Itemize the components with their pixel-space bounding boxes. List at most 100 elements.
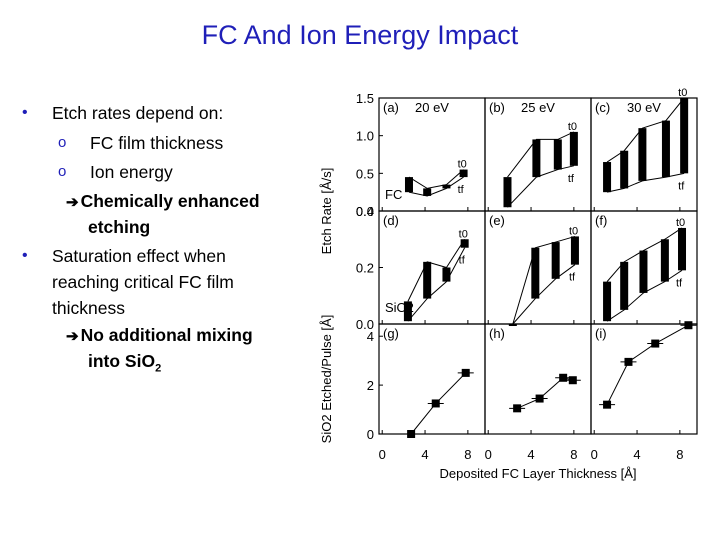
- x-tick-label: 4: [421, 447, 428, 462]
- data-point: [568, 376, 577, 385]
- tf-label: tf: [678, 180, 685, 192]
- data-point: [603, 400, 612, 409]
- result-text: Chemically enhanced: [80, 191, 260, 211]
- data-point: [559, 373, 568, 382]
- x-tick-label: 0: [591, 447, 598, 462]
- range-bar: [503, 177, 512, 208]
- t0-series-line: [512, 235, 576, 325]
- bullet-text: Saturation effect when: [52, 246, 226, 266]
- t0-label: t0: [676, 217, 685, 229]
- bullet-text-continued: reaching critical FC film: [52, 272, 234, 292]
- x-tick-label: 8: [676, 447, 683, 462]
- slide-title: FC And Ion Energy Impact: [201, 20, 519, 50]
- range-bar: [403, 301, 412, 322]
- t0-series-line: [606, 97, 685, 163]
- y-tick-label: 4: [367, 329, 374, 344]
- result-text: into SiO: [88, 351, 156, 371]
- bullet-text-continued: thickness: [52, 298, 125, 318]
- bullet-text: Etch rates depend on:: [52, 103, 224, 123]
- panel-label: (i): [595, 326, 607, 341]
- data-point: [431, 399, 440, 408]
- range-bar: [442, 184, 451, 189]
- range-bar: [620, 261, 629, 310]
- panel-label: (h): [489, 326, 505, 341]
- y-tick-label: 1.0: [356, 129, 374, 144]
- range-bar: [460, 239, 469, 248]
- y-tick-label: 0.2: [356, 261, 374, 276]
- range-bar: [532, 139, 541, 178]
- panel-frame: [590, 323, 698, 435]
- range-bar: [459, 169, 468, 178]
- x-tick-label: 8: [570, 447, 577, 462]
- panel-label: (e): [489, 213, 505, 228]
- tf-series-line: [507, 165, 574, 208]
- range-bar: [570, 236, 579, 265]
- series-line: [606, 324, 689, 405]
- panel-label: (b): [489, 100, 505, 115]
- range-bar: [569, 131, 578, 166]
- range-bar: [553, 139, 562, 170]
- tf-label: tf: [568, 173, 575, 185]
- tf-label: tf: [569, 272, 576, 284]
- panel-label: (g): [383, 326, 399, 341]
- tf-series-line: [408, 176, 464, 197]
- range-bar: [603, 281, 612, 322]
- x-tick-label: 0: [485, 447, 492, 462]
- y-tick-label: 2: [367, 378, 374, 393]
- x-axis-title: Deposited FC Layer Thickness [Å]: [439, 466, 636, 481]
- t0-series-line: [507, 131, 575, 178]
- t0-label: t0: [569, 225, 578, 237]
- x-tick-label: 4: [633, 447, 640, 462]
- y-tick-label: 0.0: [356, 204, 374, 219]
- range-bar: [531, 247, 540, 299]
- row-label: SiO2: [385, 300, 414, 315]
- range-bar: [423, 261, 432, 299]
- tf-series-line: [407, 247, 466, 322]
- y-tick-label: 0.5: [356, 166, 374, 181]
- result-line-continued: etching: [88, 217, 151, 237]
- t0-series-line: [407, 238, 466, 302]
- t0-label: t0: [678, 87, 687, 99]
- range-bar: [620, 150, 629, 189]
- series-line: [516, 377, 573, 409]
- panel-label: (d): [383, 213, 399, 228]
- tf-label: tf: [676, 277, 683, 289]
- sub-bullet-marker: o: [58, 163, 67, 180]
- result-line: ➔ Chemically enhanced: [66, 188, 260, 216]
- y-tick-label: 0.4: [356, 204, 374, 219]
- result-line-continued: into SiO2: [88, 348, 161, 382]
- data-point: [535, 394, 544, 403]
- x-tick-label: 4: [527, 447, 534, 462]
- range-bar: [423, 188, 432, 196]
- range-bar: [680, 98, 689, 174]
- range-bar: [678, 227, 687, 271]
- range-bar: [551, 242, 560, 279]
- range-bar: [404, 177, 413, 193]
- t0-label: t0: [459, 228, 468, 240]
- x-tick-label: 0: [379, 447, 386, 462]
- sub-bullet-marker: o: [58, 134, 67, 151]
- t0-label: t0: [458, 159, 467, 171]
- range-bar: [660, 239, 669, 282]
- tf-label: tf: [458, 184, 465, 196]
- panel-title: 30 eV: [627, 100, 661, 115]
- range-bar: [603, 162, 612, 193]
- bullet-dot: •: [22, 104, 28, 121]
- range-bar: [639, 250, 648, 293]
- data-point: [624, 357, 633, 366]
- sub-bullet-text: Ion energy: [90, 162, 173, 182]
- t0-series-line: [408, 169, 464, 189]
- row-label: FC: [385, 187, 402, 202]
- range-bar: [442, 267, 451, 282]
- right-arrow-icon: ➔: [66, 328, 79, 345]
- figure: (a) 20 eV t0 tf (b) 25 eV t0 tf (c) 30 eV t0 tf 0.0 0…: [313, 86, 705, 482]
- bullet-dot: •: [22, 247, 28, 264]
- panel-title: 25 eV: [521, 100, 555, 115]
- right-arrow-icon: ➔: [66, 194, 79, 211]
- tf-label: tf: [459, 255, 466, 267]
- x-tick-label: 8: [464, 447, 471, 462]
- panel-label: (c): [595, 100, 610, 115]
- data-point: [461, 368, 470, 377]
- y-tick-label: 0: [367, 427, 374, 442]
